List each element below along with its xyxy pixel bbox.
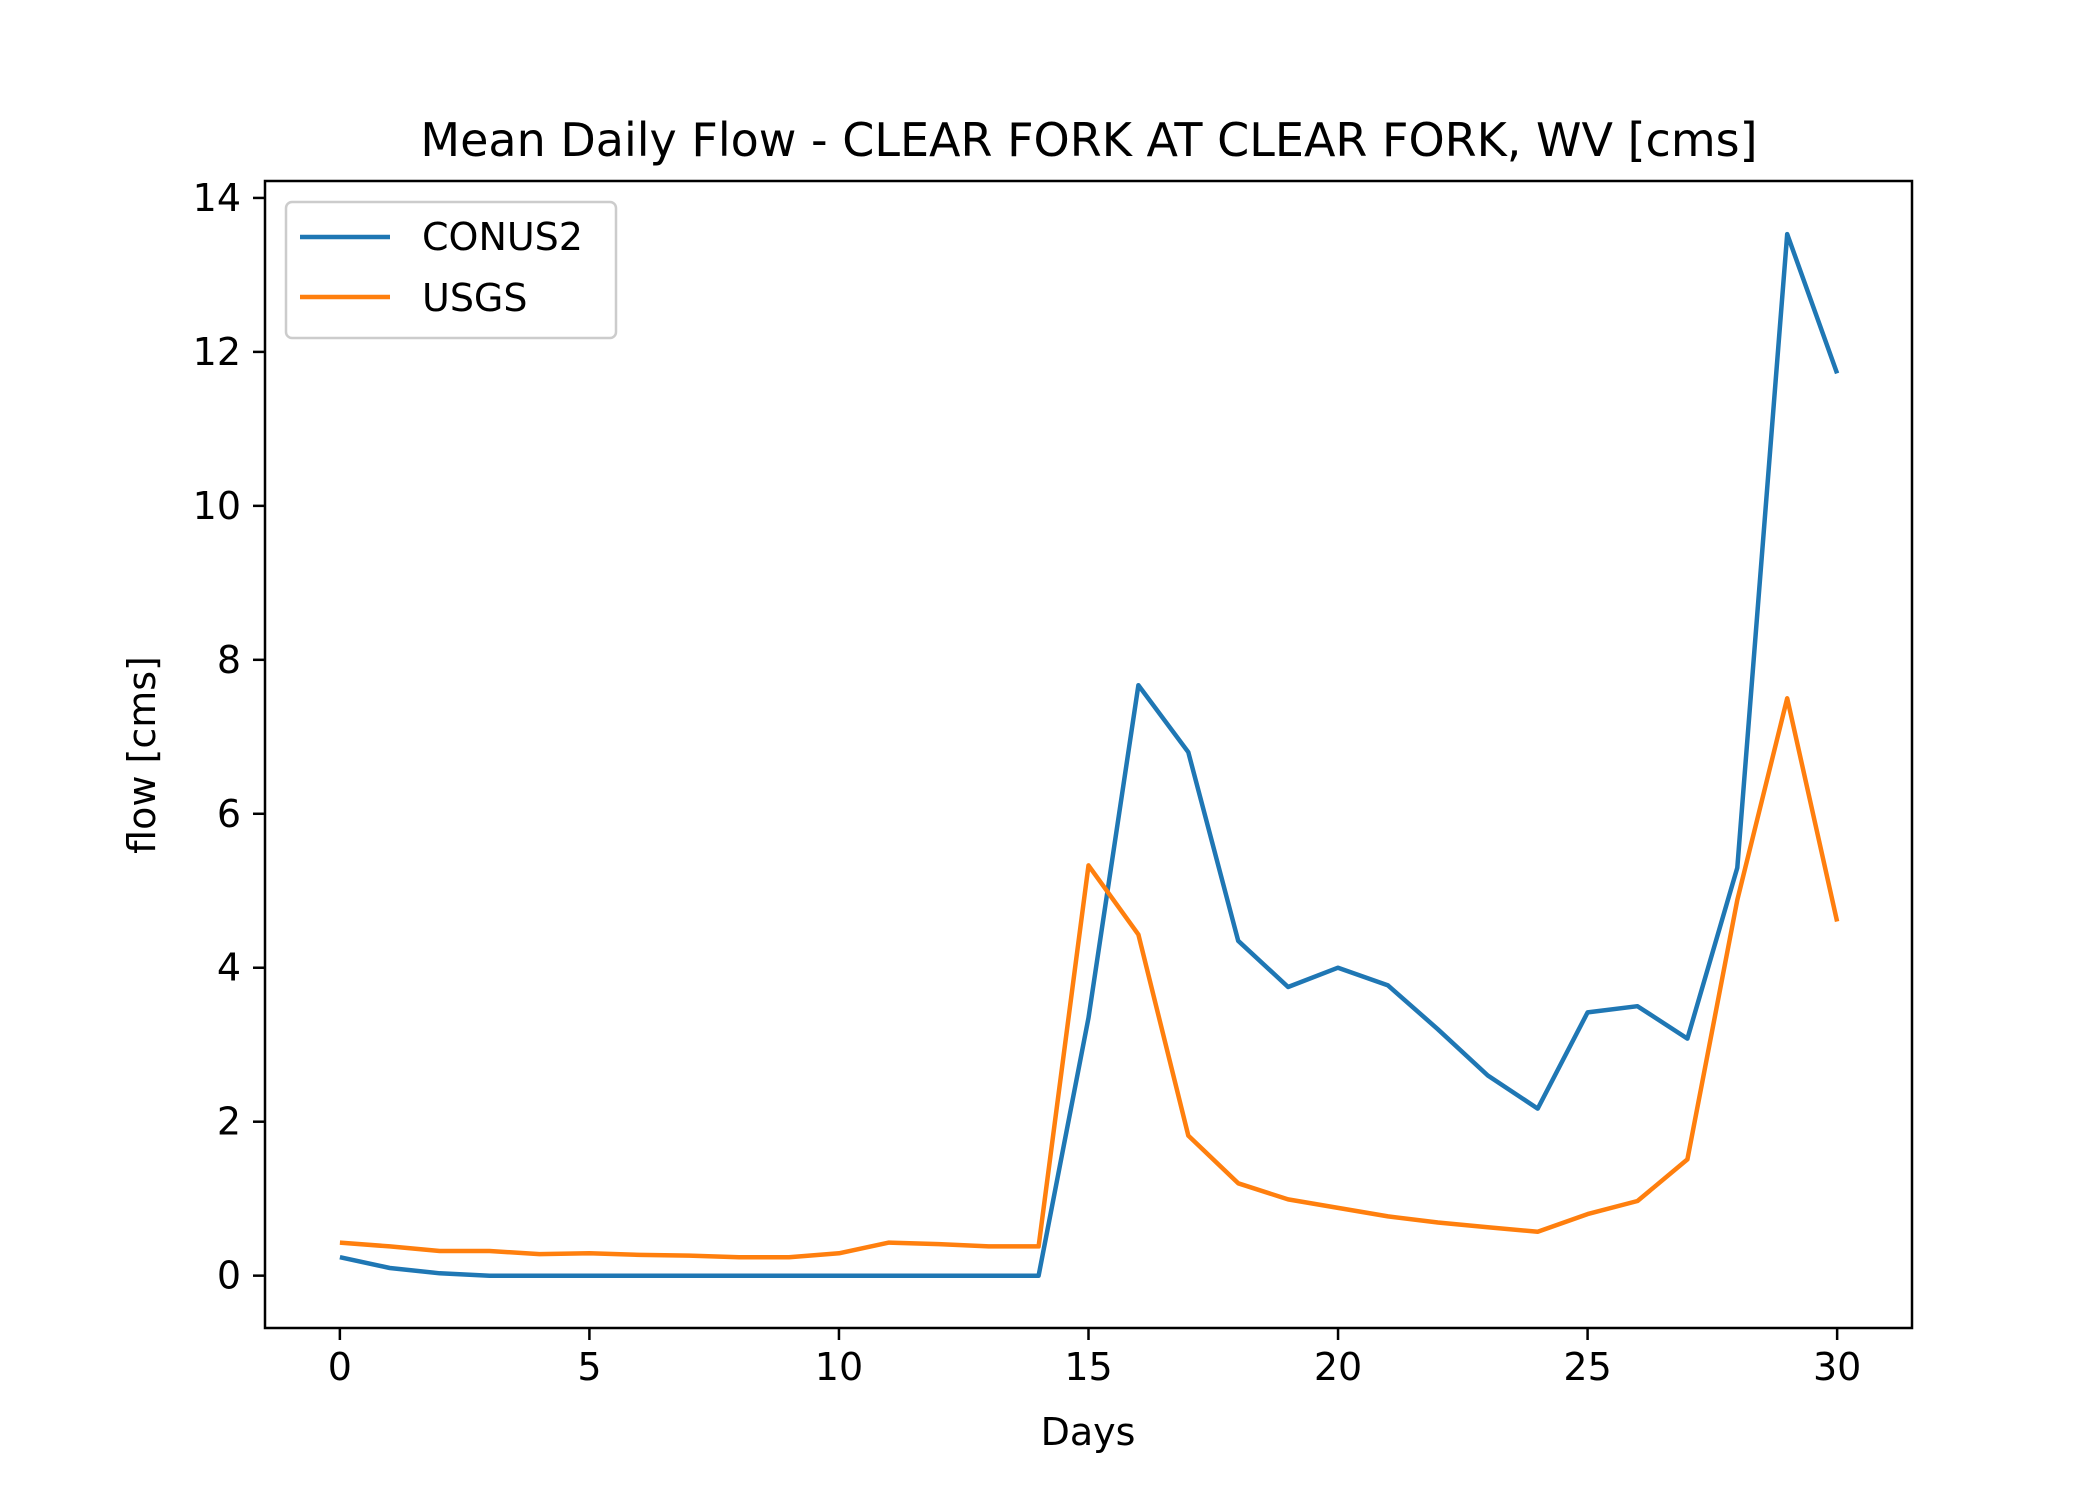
series-line-conus2	[339, 231, 1840, 1278]
x-tick-label: 15	[1064, 1345, 1112, 1389]
x-axis: 0 5 10 15 20 25 30	[328, 1328, 1861, 1389]
x-tick-label: 10	[815, 1345, 863, 1389]
y-tick-label: 14	[193, 176, 241, 220]
y-axis-label: flow [cms]	[120, 656, 164, 854]
series-layer	[339, 231, 1840, 1278]
y-tick-label: 12	[193, 330, 241, 374]
y-tick-label: 8	[217, 638, 241, 682]
x-axis-label: Days	[1041, 1410, 1136, 1454]
x-tick-label: 20	[1314, 1345, 1362, 1389]
y-axis: 0 2 4 6 8 10 12 14	[193, 176, 265, 1298]
legend: CONUS2 USGS	[284, 200, 618, 340]
x-tick-label: 5	[577, 1345, 601, 1389]
legend-label-usgs: USGS	[422, 276, 528, 320]
legend-label-conus2: CONUS2	[422, 215, 583, 259]
y-tick-label: 6	[217, 792, 241, 836]
x-tick-label: 30	[1813, 1345, 1861, 1389]
x-tick-label: 0	[328, 1345, 352, 1389]
chart-title: Mean Daily Flow - CLEAR FORK AT CLEAR FO…	[420, 113, 1757, 167]
y-tick-label: 4	[217, 946, 241, 990]
y-tick-label: 10	[193, 484, 241, 528]
x-tick-label: 25	[1563, 1345, 1611, 1389]
y-tick-label: 0	[217, 1254, 241, 1298]
y-tick-label: 2	[217, 1100, 241, 1144]
series-line-usgs	[339, 696, 1840, 1260]
